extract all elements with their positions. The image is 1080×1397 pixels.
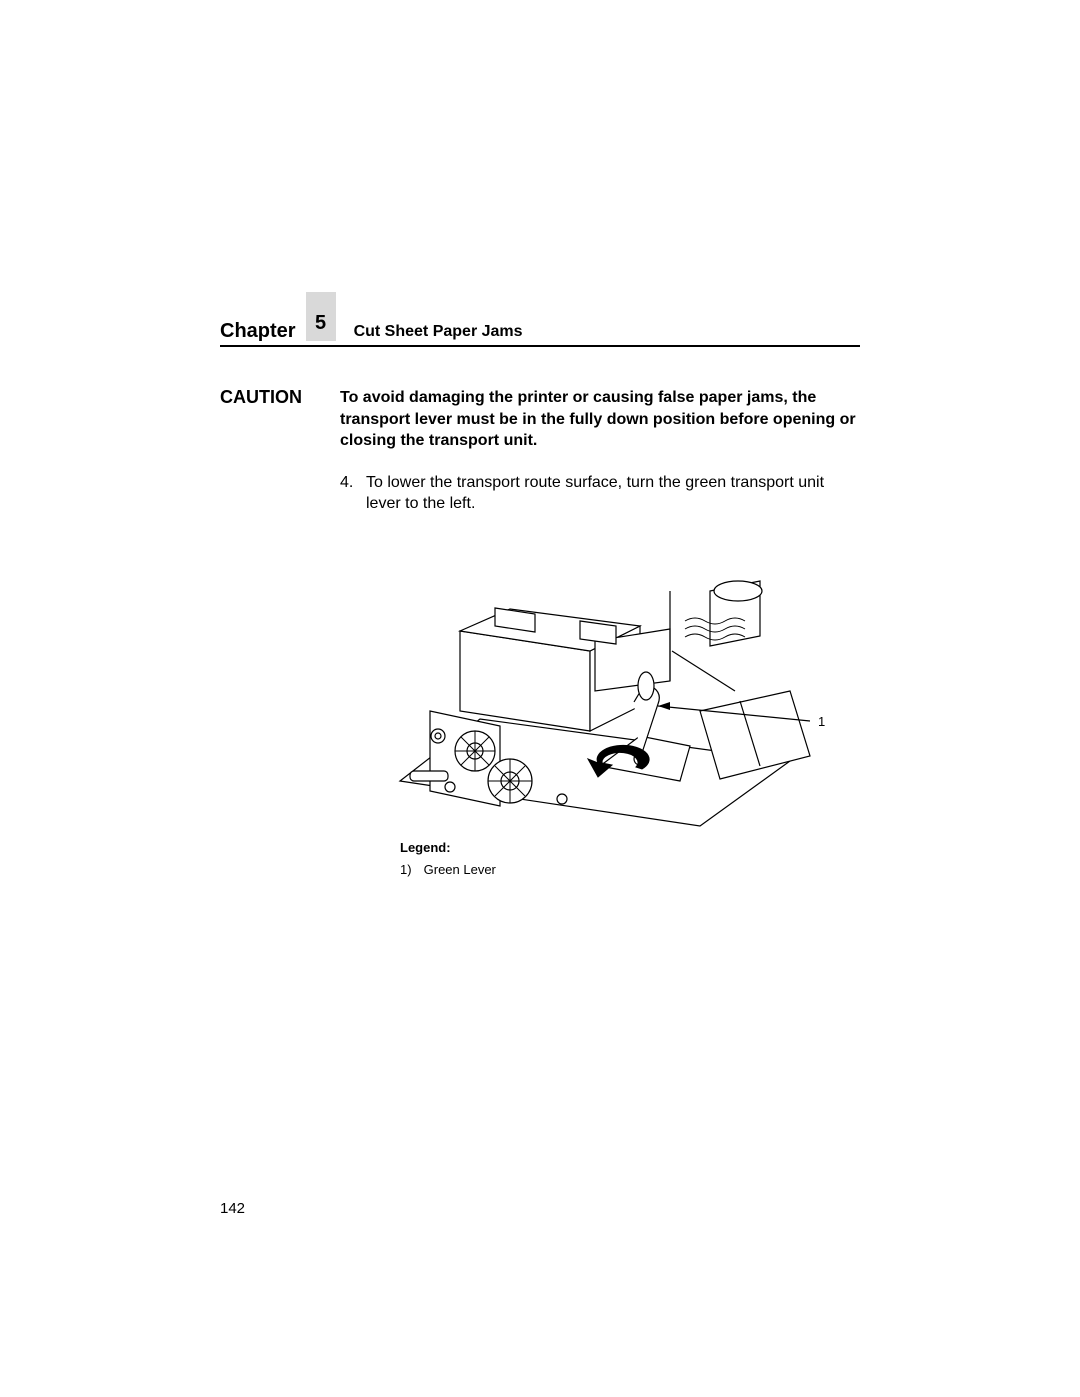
callout-1-label: 1 [818,714,825,729]
chapter-number-box: 5 [306,292,336,341]
legend-item-label: Green Lever [424,862,496,877]
caution-label: CAUTION [220,387,340,878]
legend: Legend: 1) Green Lever [400,839,860,878]
caution-text: To avoid damaging the printer or causing… [340,387,860,452]
figure: 1 [340,531,860,831]
chapter-number: 5 [315,312,326,334]
legend-title: Legend: [400,839,860,857]
chapter-label: Chapter [220,320,306,343]
page-number: 142 [220,1200,245,1217]
caution-body: To avoid damaging the printer or causing… [340,387,860,878]
transport-unit-diagram: 1 [340,531,860,831]
step-number: 4. [340,472,366,515]
legend-item: 1) Green Lever [400,861,860,879]
step-row: 4. To lower the transport route surface,… [340,472,860,515]
document-page: Chapter 5 Cut Sheet Paper Jams CAUTION T… [0,0,1080,1397]
legend-item-num: 1) [400,861,420,879]
section-title: Cut Sheet Paper Jams [336,323,523,341]
caution-block: CAUTION To avoid damaging the printer or… [220,387,860,878]
chapter-header: Chapter 5 Cut Sheet Paper Jams [220,320,860,347]
step-text: To lower the transport route surface, tu… [366,472,860,515]
